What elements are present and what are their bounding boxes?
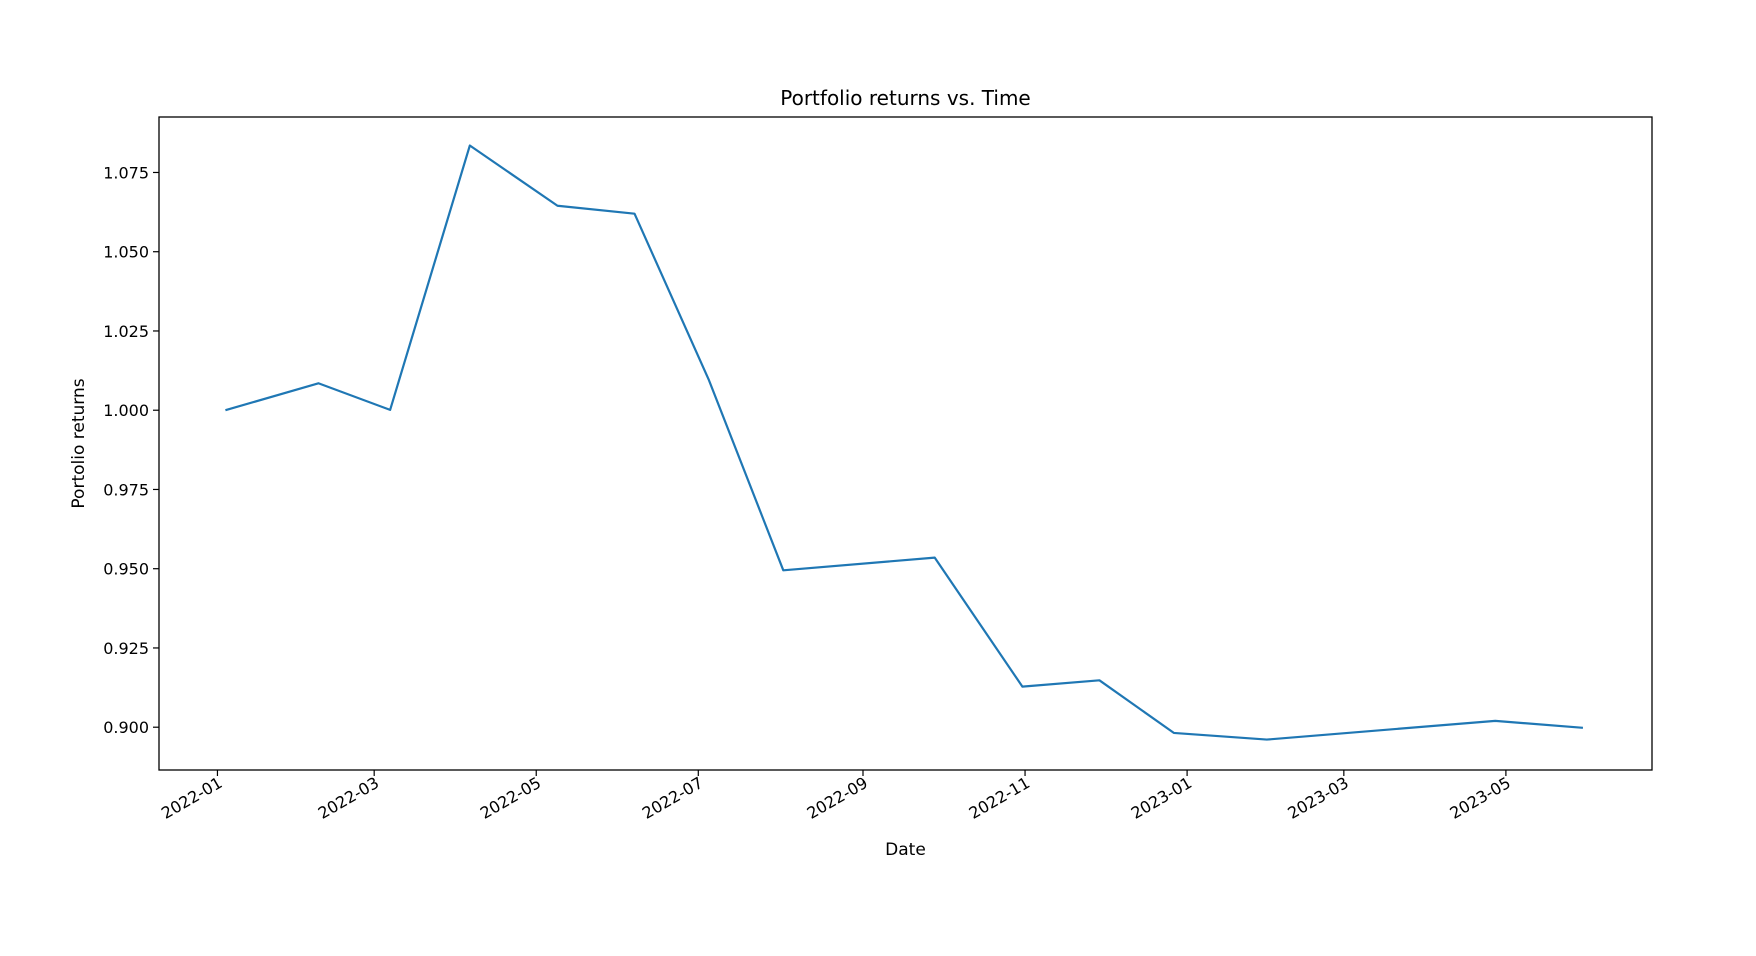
y-tick-label-6: 1.050 bbox=[103, 243, 149, 262]
y-tick-label-4: 1.000 bbox=[103, 401, 149, 420]
y-tick-label-2: 0.950 bbox=[103, 560, 149, 579]
axes-frame bbox=[158, 116, 1653, 771]
y-tick-label-1: 0.925 bbox=[103, 639, 149, 658]
x-axis-label: Date bbox=[885, 840, 926, 860]
y-tick-label-0: 0.900 bbox=[103, 718, 149, 737]
chart-title: Portfolio returns vs. Time bbox=[780, 86, 1030, 110]
y-tick-label-3: 0.975 bbox=[103, 480, 149, 499]
series-line-0 bbox=[225, 144, 1584, 741]
y-tick-label-5: 1.025 bbox=[103, 322, 149, 341]
y-axis-label: Portolio returns bbox=[69, 378, 89, 508]
y-tick-label-7: 1.075 bbox=[103, 163, 149, 182]
